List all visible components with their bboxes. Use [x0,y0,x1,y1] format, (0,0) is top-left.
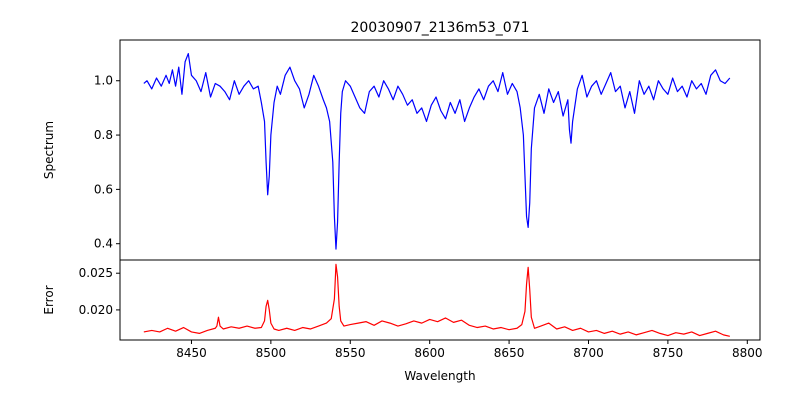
error-plot-frame [119,259,761,341]
error-series [143,263,730,337]
spectrum-y-tick-label: 1.0 [94,74,113,88]
wavelength-x-tick-label: 8550 [335,346,366,360]
spectrum-panel: 20030907_2136m53_071 Spectrum 0.4 0.6 0.8 1… [42,20,761,261]
spectrum-series [143,52,731,250]
spectrum-y-tick-label: 0.8 [94,128,113,142]
spectrum-series-line [143,52,731,250]
error-series-line [143,263,730,337]
wavelength-axis-label: Wavelength [404,369,475,383]
error-y-tick-label: 0.025 [79,266,113,280]
spectrum-y-tick-label: 0.6 [94,182,113,196]
error-y-tick-label: 0.020 [79,303,113,317]
wavelength-x-tick-label: 8450 [176,346,207,360]
wavelength-x-tick-label: 8750 [653,346,684,360]
wavelength-x-tick-label: 8650 [494,346,525,360]
wavelength-x-tick-label: 8700 [573,346,604,360]
error-y-ticks: 0.020 0.025 [79,266,120,317]
error-panel: Error Wavelength 0.020 0.025 8450 8500 8550… [42,259,763,383]
chart-title: 20030907_2136m53_071 [350,20,529,36]
wavelength-x-tick-label: 8800 [732,346,763,360]
wavelength-x-tick-label: 8600 [414,346,445,360]
wavelength-x-ticks: 8450 8500 8550 8600 8650 8700 8750 8800 [176,340,763,360]
spectrum-axis-label: Spectrum [42,121,56,179]
wavelength-x-tick-label: 8500 [256,346,287,360]
spectrum-y-ticks: 0.4 0.6 0.8 1.0 [94,74,120,251]
spectrum-y-tick-label: 0.4 [94,237,113,251]
error-axis-label: Error [42,285,56,314]
